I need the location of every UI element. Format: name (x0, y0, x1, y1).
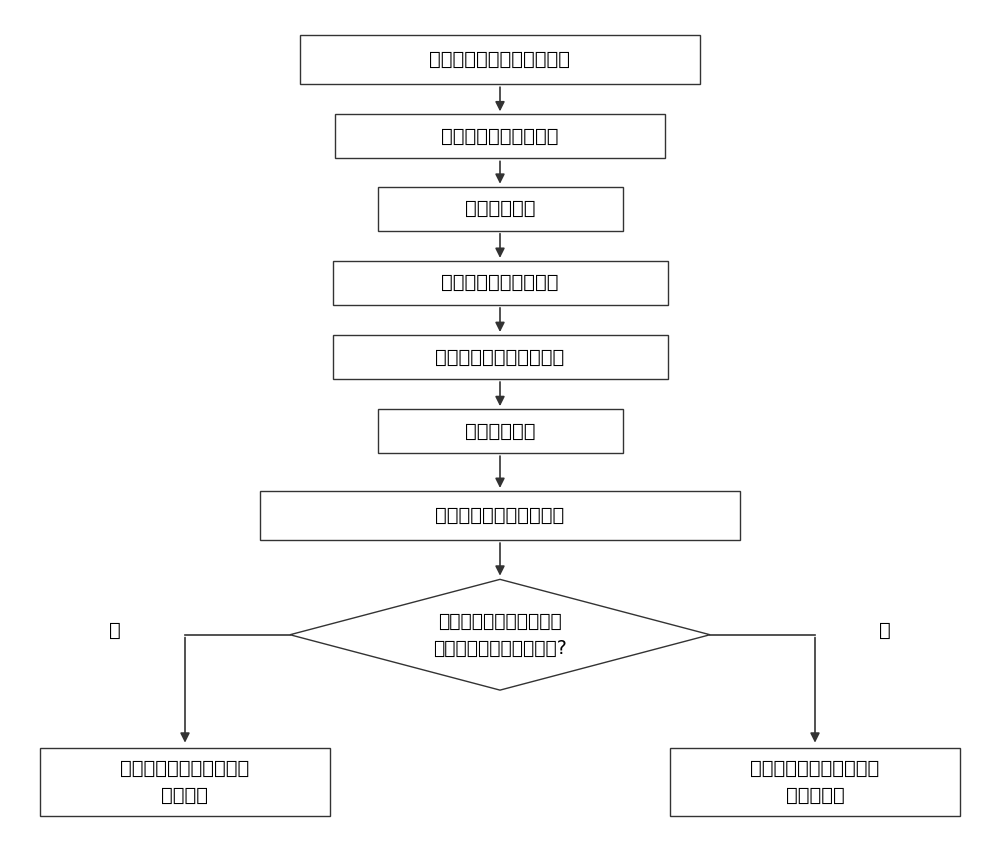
Text: 判定该玻璃瓶内外径尺寸
不符合要求: 判定该玻璃瓶内外径尺寸 不符合要求 (750, 759, 880, 805)
Text: 采集瓶口图像: 采集瓶口图像 (465, 422, 535, 440)
Bar (335, 114, 665, 158)
Bar (332, 335, 668, 379)
Text: 否: 否 (879, 621, 891, 640)
Text: 判断瓶口内外径尺寸是否
在设计尺寸的公差范围内?: 判断瓶口内外径尺寸是否 在设计尺寸的公差范围内? (433, 612, 567, 658)
Bar (300, 35, 700, 84)
Bar (378, 409, 622, 453)
Bar (40, 748, 330, 816)
Text: 图像处理并获得相应数据: 图像处理并获得相应数据 (435, 506, 565, 525)
Text: 判定该玻璃瓶内外径尺寸
符合要求: 判定该玻璃瓶内外径尺寸 符合要求 (120, 759, 250, 805)
Text: 打开应用程序: 打开应用程序 (465, 199, 535, 218)
Text: 玻璃瓶放置到指定位置: 玻璃瓶放置到指定位置 (441, 127, 559, 146)
Bar (260, 491, 740, 540)
Text: 选择所需检测瓶子的种类: 选择所需检测瓶子的种类 (435, 348, 565, 366)
Bar (670, 748, 960, 816)
Text: 点击开始按钮打开相机: 点击开始按钮打开相机 (441, 273, 559, 292)
Text: 是: 是 (109, 621, 121, 640)
Bar (378, 187, 622, 231)
Text: 接通电源，打开电脑和光源: 接通电源，打开电脑和光源 (430, 50, 570, 69)
Bar (332, 261, 668, 305)
Polygon shape (290, 579, 710, 690)
